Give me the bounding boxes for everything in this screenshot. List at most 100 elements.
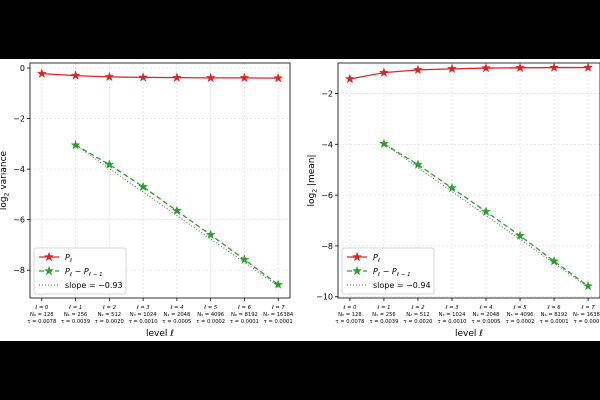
x-tick-label-n: N₀ = 128 — [338, 312, 362, 318]
x-tick-label-level: ℓ = 3 — [136, 305, 150, 311]
x-tick-label-tau: τ = 0.0001 — [540, 319, 569, 325]
x-tick-label-tau: τ = 0.0005 — [162, 319, 191, 325]
legend-label: Pℓ − Pℓ − 1 — [65, 267, 103, 278]
x-tick-label-level: ℓ = 2 — [410, 305, 424, 311]
x-tick-label-tau: τ = 0.0001 — [264, 319, 293, 325]
x-tick-label-tau: τ = 0.0001 — [574, 319, 600, 325]
x-axis-label: level ℓ — [455, 329, 483, 339]
series-point — [205, 229, 216, 240]
x-tick-label-level: ℓ = 1 — [376, 305, 390, 311]
legend-frame — [33, 247, 127, 295]
series-point — [138, 72, 149, 82]
series-point — [515, 230, 525, 240]
x-tick-label-n: N₅ = 4096 — [197, 312, 224, 318]
y-axis-label: log2 variance — [0, 150, 11, 210]
series-point — [104, 159, 115, 169]
x-tick-label-n: N₁ = 256 — [372, 312, 396, 318]
y-tick-label: −4 — [13, 165, 25, 174]
figure: 0 −2 −4 −6 −8 ℓ = 0 N₀ = 128 τ = 0.0078 ℓ = 1 N₁ … — [0, 59, 600, 341]
y-tick-label: −8 — [321, 242, 333, 251]
legend-marker — [44, 265, 54, 276]
y-tick-label: −6 — [321, 191, 333, 200]
legend-marker — [352, 265, 362, 276]
x-tick-label-n: N₇ = 16384 — [573, 312, 600, 318]
legend: Pℓ Pℓ − Pℓ − 1 slope = −0.93 — [33, 247, 127, 295]
x-tick-label-n: N₇ = 16384 — [263, 312, 294, 318]
x-tick-label-tau: τ = 0.0002 — [196, 319, 225, 325]
y-axis-label: log2 |mean| — [307, 154, 319, 206]
x-tick-label-tau: τ = 0.0010 — [129, 319, 158, 325]
x-tick-label-n: N₅ = 4096 — [507, 312, 534, 318]
series-point — [379, 138, 389, 148]
x-tick-label-tau: τ = 0.0002 — [506, 319, 535, 325]
x-tick-label-n: N₃ = 1024 — [439, 312, 467, 318]
legend-label: Pℓ — [373, 253, 380, 264]
series-point — [447, 182, 457, 193]
x-tick-label-n: N₂ = 512 — [406, 312, 430, 318]
legend-label: Pℓ − Pℓ − 1 — [373, 267, 411, 278]
y-tick-label: −10 — [316, 293, 333, 302]
series-point — [344, 73, 355, 84]
x-tick-label-level: ℓ = 3 — [444, 305, 458, 311]
series-point — [205, 72, 216, 83]
x-tick-label-level: ℓ = 2 — [102, 305, 116, 311]
series-line-1 — [41, 72, 279, 79]
series-point — [104, 71, 115, 82]
legend-marker — [352, 251, 362, 262]
series-point — [447, 63, 457, 74]
series-point — [239, 254, 250, 264]
y-tick-label: −2 — [321, 89, 333, 98]
series-point — [413, 159, 423, 169]
x-tick-label-level: ℓ = 5 — [203, 305, 218, 311]
x-tick-label-tau: τ = 0.0005 — [472, 319, 501, 325]
y-tick-label: −2 — [13, 115, 25, 124]
x-tick-label-tau: τ = 0.0010 — [438, 319, 467, 325]
x-tick-label-level: ℓ = 0 — [34, 305, 49, 311]
x-tick-label-tau: τ = 0.0020 — [404, 319, 433, 325]
x-tick-label-level: ℓ = 5 — [512, 305, 527, 311]
series-point — [481, 206, 491, 216]
series-point — [138, 181, 149, 192]
series-point — [70, 139, 81, 150]
legend-label: Pℓ — [65, 253, 72, 264]
x-tick-label-n: N₁ = 256 — [64, 312, 88, 318]
series-point — [36, 68, 47, 78]
x-tick-label-tau: τ = 0.0078 — [27, 319, 56, 325]
series-point — [515, 62, 525, 73]
x-tick-label-level: ℓ = 0 — [342, 305, 357, 311]
x-axis-label: level ℓ — [146, 329, 174, 339]
x-tick-label-tau: τ = 0.0001 — [230, 319, 259, 325]
y-tick-label: 0 — [20, 64, 25, 73]
y-tick-label: −6 — [13, 216, 25, 225]
series-line-3 — [383, 143, 589, 288]
x-tick-label-level: ℓ = 1 — [68, 305, 82, 311]
x-tick-label-level: ℓ = 4 — [478, 305, 492, 311]
series-line-3 — [75, 144, 279, 287]
x-tick-label-level: ℓ = 7 — [271, 305, 286, 311]
x-tick-label-n: N₆ = 8192 — [541, 312, 568, 318]
series-point — [583, 62, 594, 72]
x-tick-label-n: N₄ = 2048 — [473, 312, 500, 318]
x-tick-label-n: N₀ = 128 — [30, 312, 54, 318]
x-tick-label-n: N₄ = 2048 — [163, 312, 190, 318]
series-point — [379, 67, 389, 77]
legend-label: slope = −0.94 — [373, 281, 431, 290]
x-tick-label-level: ℓ = 6 — [237, 305, 252, 311]
legend-marker — [44, 251, 54, 262]
series-point — [273, 72, 284, 83]
series-point — [273, 279, 284, 289]
series-point — [583, 280, 594, 291]
x-tick-label-level: ℓ = 7 — [581, 305, 596, 311]
series-point — [171, 205, 182, 216]
legend-frame — [341, 247, 435, 295]
series-point — [239, 72, 250, 83]
y-tick-label: −4 — [321, 140, 333, 149]
x-tick-label-n: N₂ = 512 — [98, 312, 122, 318]
series-point — [70, 70, 81, 80]
x-tick-label-tau: τ = 0.0078 — [335, 319, 364, 325]
x-tick-label-tau: τ = 0.0039 — [61, 319, 90, 325]
x-tick-label-n: N₆ = 8192 — [231, 312, 258, 318]
